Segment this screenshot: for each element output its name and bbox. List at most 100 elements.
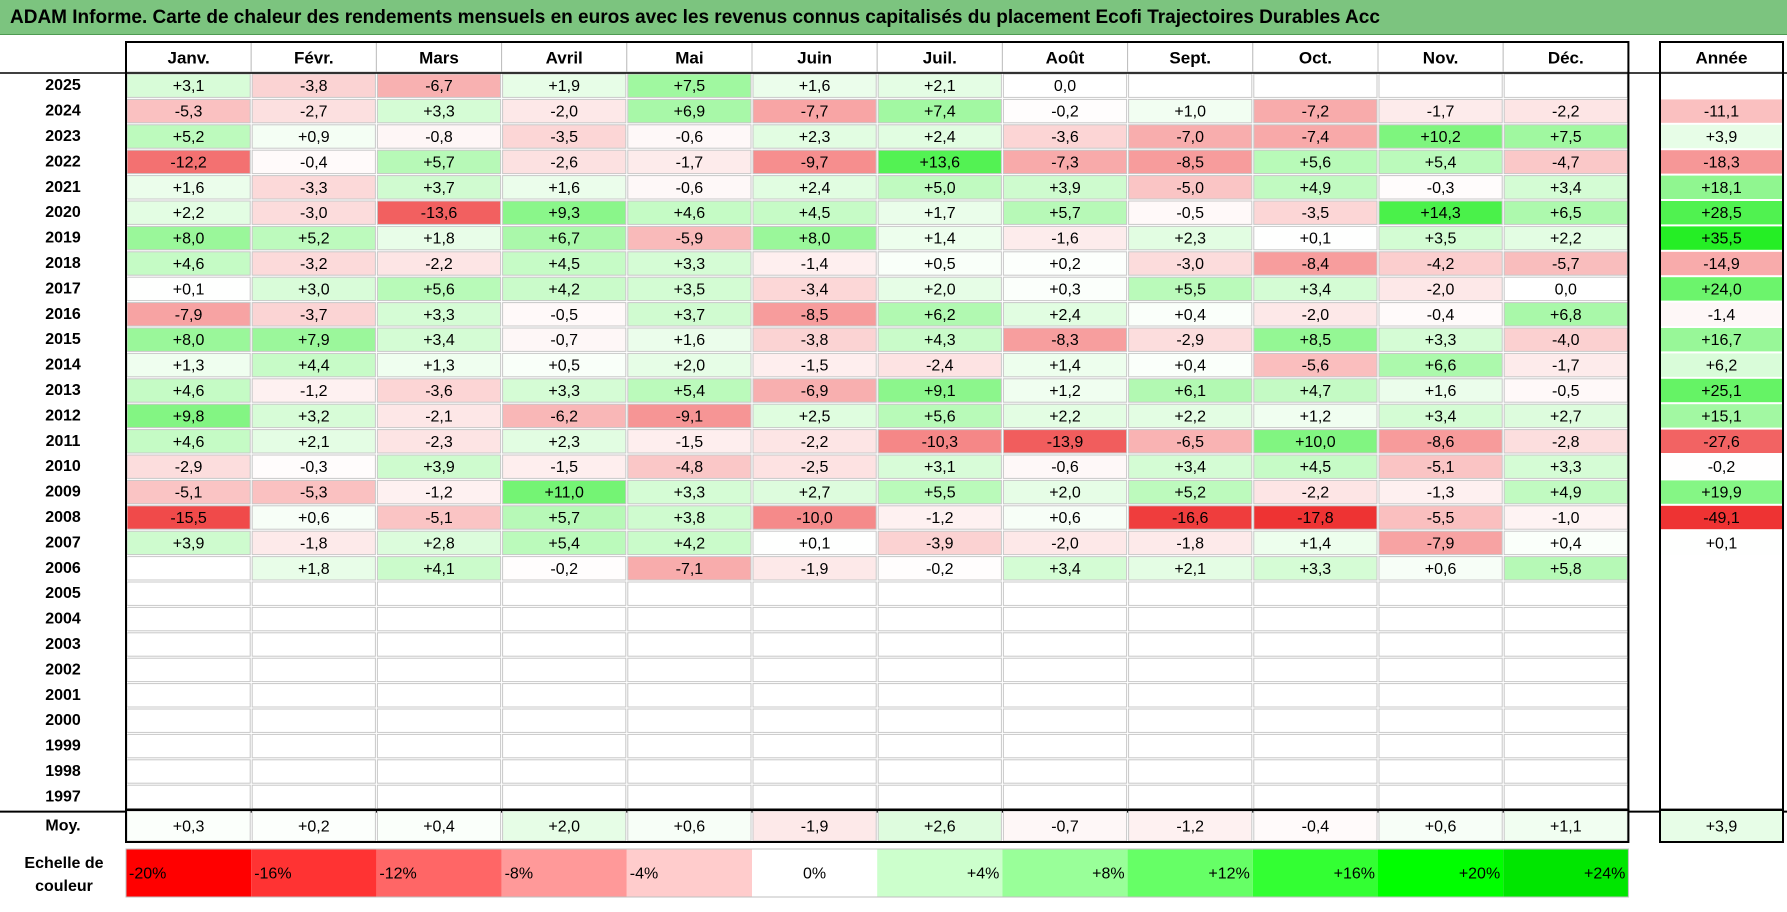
heat-cell [1378,683,1503,708]
heat-cell-value: -0,2 [550,561,578,578]
year-label: 2004 [45,611,81,628]
heat-cell [627,98,752,124]
heat-cell-value: +2,3 [1174,231,1206,248]
heat-cell [1002,657,1128,683]
heat-cell [877,784,1002,810]
heat-cell-value: -8,6 [1427,434,1455,451]
heat-cell [1253,733,1378,759]
heat-cell [1002,479,1128,505]
heat-cell-value: +11,0 [545,485,584,502]
heat-cell-value: +2,4 [924,129,956,146]
heat-cell [627,530,752,556]
heat-cell [376,632,502,657]
heat-cell [251,784,376,810]
heat-cell-value: -3,5 [1302,205,1330,222]
heat-cell [1002,98,1128,124]
heat-cell [1002,73,1128,98]
heat-cell-value: +5,5 [924,485,956,502]
heat-cell-value: -6,9 [801,383,829,400]
heat-cell [502,302,627,327]
average-cell-value: +0,6 [674,819,706,836]
heat-cell [1253,73,1378,98]
heat-cell-value: -2,2 [1552,104,1580,121]
heat-cell-value: +2,5 [799,408,831,425]
heat-cell [627,327,752,352]
scale-label: +8% [1092,866,1124,883]
heat-cell-value: +8,0 [799,231,831,248]
annual-cell [1661,683,1782,707]
heat-cell [877,327,1002,352]
heat-cell-value: +3,3 [423,104,455,121]
heat-cell [1503,302,1628,327]
heat-cell [502,98,627,124]
heat-cell [752,708,877,733]
heat-cell-value: +2,4 [799,180,831,197]
heat-cell-value: -1,2 [300,383,328,400]
heat-cell-value: +1,9 [548,78,580,95]
month-header-9: Oct. [1299,49,1332,68]
heat-cell [126,556,251,581]
heat-cell [1503,352,1628,378]
heat-cell-value: +1,6 [173,180,205,197]
heat-cell [376,708,502,733]
heat-cell [752,429,877,454]
heat-cell [1253,479,1378,505]
annual-cell-value: -14,9 [1703,256,1740,273]
heat-cell [502,479,627,505]
scale-swatch [376,849,502,897]
heat-cell-value: +2,3 [548,434,580,451]
heat-cell [376,276,502,302]
heat-cell [1002,429,1128,454]
heat-cell [1253,759,1378,784]
heat-cell [251,429,376,454]
heat-cell [1503,454,1628,479]
scale-label: -4% [630,866,658,883]
heat-cell [1128,378,1253,403]
month-header-8: Sept. [1169,49,1211,68]
heat-cell [502,251,627,276]
average-label: Moy. [45,818,80,835]
heat-cell [627,759,752,784]
heat-cell-value: -6,2 [550,408,578,425]
heat-cell [1128,530,1253,556]
heat-cell [1253,657,1378,683]
heat-cell-value: -2,3 [425,434,453,451]
average-cell [1002,810,1128,842]
heat-cell-value: +2,2 [1550,231,1582,248]
heat-cell [1503,505,1628,530]
heat-cell [502,556,627,581]
heat-cell-value: -1,5 [676,434,704,451]
heat-cell-value: +4,2 [548,281,580,298]
heat-cell [502,124,627,149]
heat-cell [627,657,752,683]
heat-cell [1378,429,1503,454]
heat-cell [1503,632,1628,657]
heat-cell-value: +4,6 [173,434,205,451]
year-label: 2025 [45,77,81,94]
heat-cell [1253,276,1378,302]
heat-cell [877,175,1002,200]
heat-cell [752,352,877,378]
heat-cell [376,759,502,784]
heat-cell-value: +4,6 [674,205,706,222]
heat-cell [752,606,877,632]
annual-cell [1661,150,1782,174]
heat-cell [752,454,877,479]
heat-cell-value: +3,4 [1049,561,1081,578]
heat-cell [251,683,376,708]
heat-cell-value: +7,4 [924,104,956,121]
scale-swatch [1503,849,1629,897]
heat-cell [251,556,376,581]
heat-cell-value: -2,2 [1302,485,1330,502]
heat-cell-value: +3,9 [173,535,205,552]
heat-cell [627,505,752,530]
heat-cell [627,225,752,251]
heat-cell-value: +3,3 [548,383,580,400]
heat-cell [877,276,1002,302]
heat-cell [1253,251,1378,276]
year-label: 1998 [45,763,81,780]
heat-cell-value: -2,0 [550,104,578,121]
heat-cell-value: +3,1 [924,459,956,476]
annual-cell [1661,404,1782,428]
heat-cell-value: -0,7 [550,332,578,349]
